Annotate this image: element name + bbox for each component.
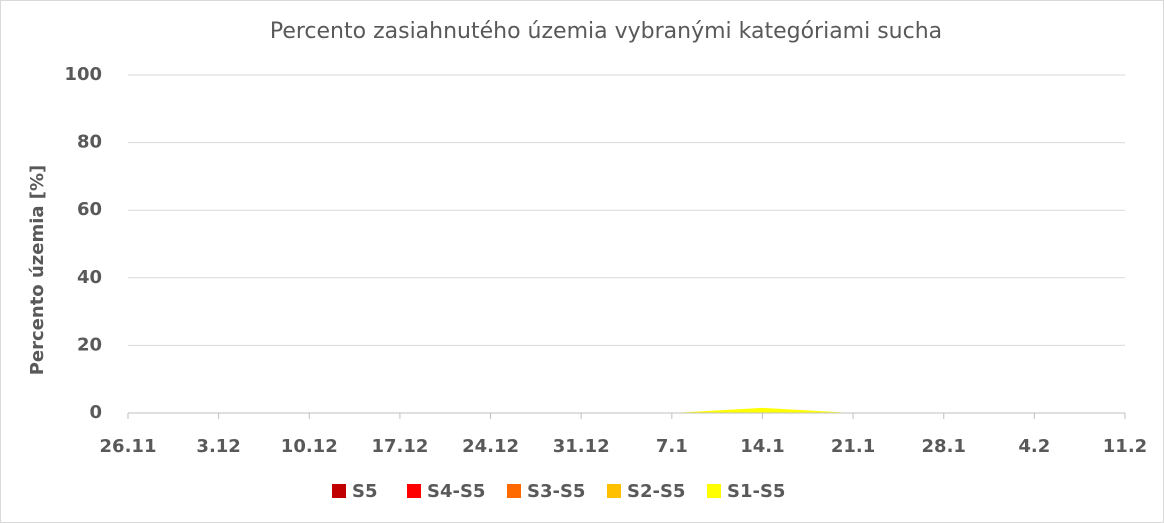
- x-tick-label: 31.12: [553, 436, 610, 457]
- legend-swatch: [607, 484, 621, 498]
- chart-title: Percento zasiahnutého územia vybranými k…: [270, 19, 942, 44]
- x-tick-label: 11.2: [1103, 436, 1147, 457]
- x-tick-label: 10.12: [281, 436, 338, 457]
- legend-label: S5: [352, 481, 378, 502]
- y-tick-label: 100: [64, 64, 102, 85]
- legend-label: S4-S5: [427, 481, 485, 502]
- x-tick-label: 24.12: [462, 436, 519, 457]
- x-tick-label: 14.1: [740, 436, 784, 457]
- x-tick-label: 21.1: [831, 436, 875, 457]
- legend-label: S2-S5: [627, 481, 685, 502]
- legend-swatch: [507, 484, 521, 498]
- x-tick-label: 7.1: [656, 436, 688, 457]
- x-tick-label: 4.2: [1018, 436, 1050, 457]
- y-tick-label: 40: [77, 267, 102, 288]
- y-tick-label: 20: [77, 334, 102, 355]
- x-tick-label: 3.12: [196, 436, 240, 457]
- legend-swatch: [707, 484, 721, 498]
- x-tick-label: 26.11: [100, 436, 157, 457]
- y-tick-label: 80: [77, 132, 102, 153]
- y-tick-label: 60: [77, 199, 102, 220]
- x-tick-label: 17.12: [371, 436, 428, 457]
- legend-label: S3-S5: [527, 481, 585, 502]
- legend-label: S1-S5: [727, 481, 785, 502]
- legend-swatch: [332, 484, 346, 498]
- legend-swatch: [407, 484, 421, 498]
- y-tick-label: 0: [89, 402, 102, 423]
- y-axis-label: Percento územia [%]: [27, 165, 48, 376]
- x-tick-label: 28.1: [922, 436, 966, 457]
